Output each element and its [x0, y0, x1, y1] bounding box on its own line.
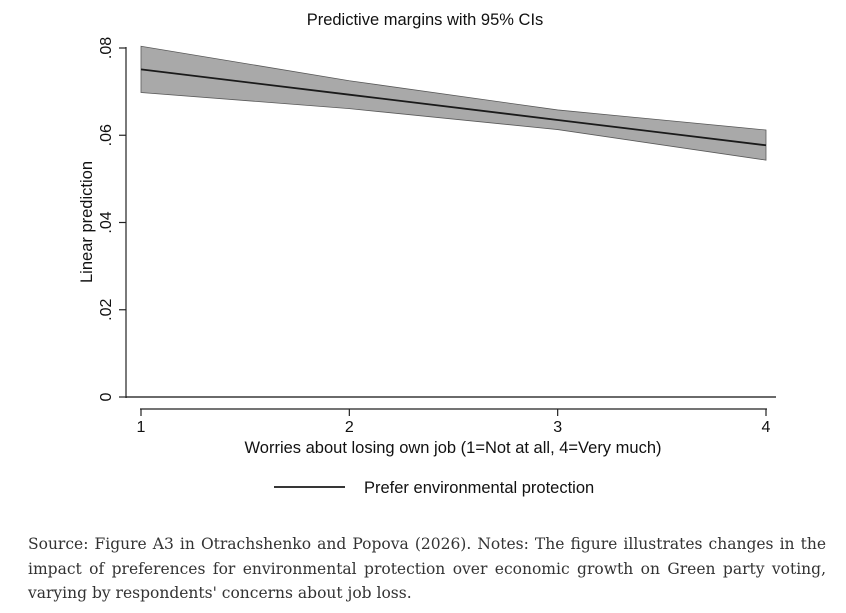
confidence-band [140, 45, 767, 161]
y-tick-label: .04 [98, 211, 115, 233]
series-line [140, 68, 767, 147]
legend: Prefer environmental protection [274, 479, 594, 497]
y-axis-label: Linear prediction [78, 161, 96, 283]
chart-title: Predictive margins with 95% CIs [307, 11, 544, 29]
series-lines [140, 68, 767, 147]
y-axis: 0 .02 .04 .06 .08 [98, 37, 127, 401]
y-tick-label: .02 [98, 299, 115, 321]
chart: Predictive margins with 95% CIs Linear p… [78, 11, 776, 497]
figure-caption: Source: Figure A3 in Otrachshenko and Po… [28, 535, 826, 602]
legend-label: Prefer environmental protection [364, 479, 594, 497]
x-tick-label: 1 [137, 419, 146, 436]
x-axis-label: Worries about losing own job (1=Not at a… [245, 439, 662, 457]
y-tick-label: .08 [98, 37, 115, 59]
y-tick-label: 0 [98, 392, 115, 401]
x-tick-label: 4 [762, 419, 771, 436]
x-tick-label: 3 [553, 419, 562, 436]
confidence-bands [140, 45, 767, 161]
x-tick-label: 2 [345, 419, 354, 436]
x-axis: 1 2 3 4 [137, 408, 771, 436]
y-tick-label: .06 [98, 124, 115, 146]
